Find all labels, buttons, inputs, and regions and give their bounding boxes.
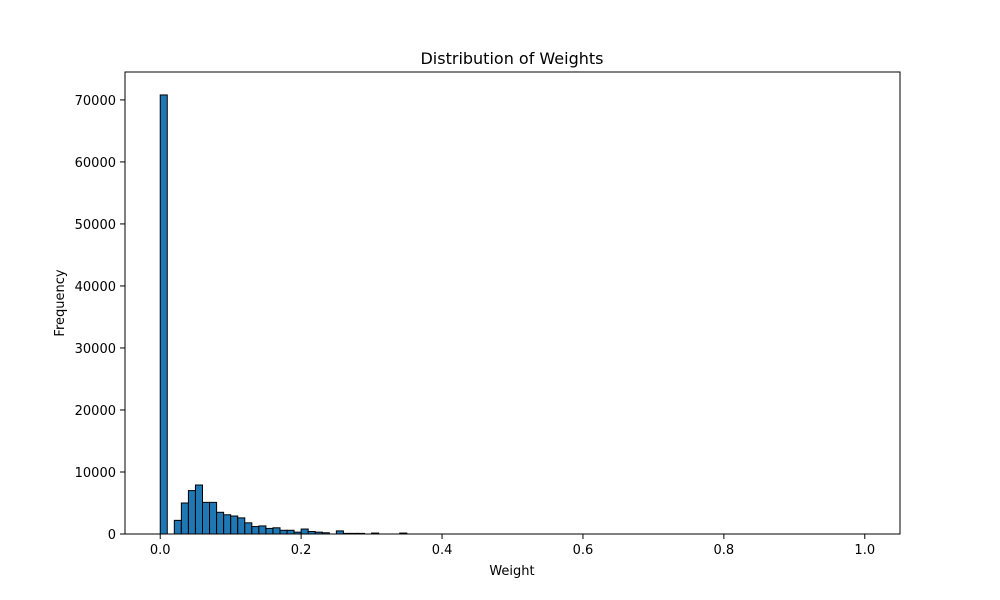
histogram-bar (173, 519, 182, 535)
y-tick-label: 40000 (75, 280, 116, 295)
x-axis: 0.0 0.2 0.4 0.6 0.8 1.0 (150, 534, 875, 558)
histogram-bar (209, 501, 218, 535)
y-tick-label: 0 (108, 528, 116, 543)
histogram-bar (180, 502, 189, 535)
y-axis: 0 10000 20000 30000 40000 50000 60000 70000 (75, 94, 125, 543)
histogram-bar (187, 490, 196, 535)
histogram-bar (216, 511, 225, 535)
x-tick-label: 0.4 (432, 543, 453, 558)
histogram-bar (300, 528, 309, 535)
y-axis-label: Frequency (53, 269, 68, 336)
histogram-bar (230, 515, 239, 535)
histogram-bar (251, 526, 260, 535)
y-tick-label: 60000 (75, 156, 116, 171)
histogram-bar (286, 529, 295, 535)
histogram-bar (223, 514, 232, 535)
x-tick-label: 0.2 (291, 543, 312, 558)
histogram-bar (244, 522, 253, 535)
histogram-bar (194, 484, 203, 535)
histogram-bar (159, 94, 168, 535)
y-tick-label: 30000 (75, 342, 116, 357)
chart-title: Distribution of Weights (420, 49, 603, 68)
plot-frame (124, 71, 901, 535)
y-tick-label: 50000 (75, 218, 116, 233)
y-tick-label: 10000 (75, 466, 116, 481)
histogram-bar (202, 501, 211, 535)
x-tick-label: 0.6 (573, 543, 594, 558)
histogram-bar (265, 527, 274, 535)
y-tick-label: 20000 (75, 404, 116, 419)
histogram-bar (279, 529, 288, 535)
bars-group (159, 94, 408, 535)
x-axis-label: Weight (489, 564, 534, 579)
histogram-bar (272, 527, 281, 535)
histogram-bar (258, 525, 267, 535)
y-tick-label: 70000 (75, 94, 116, 109)
histogram-bar (237, 517, 246, 535)
x-tick-label: 1.0 (854, 543, 875, 558)
x-tick-label: 0.0 (150, 543, 171, 558)
x-tick-label: 0.8 (714, 543, 735, 558)
